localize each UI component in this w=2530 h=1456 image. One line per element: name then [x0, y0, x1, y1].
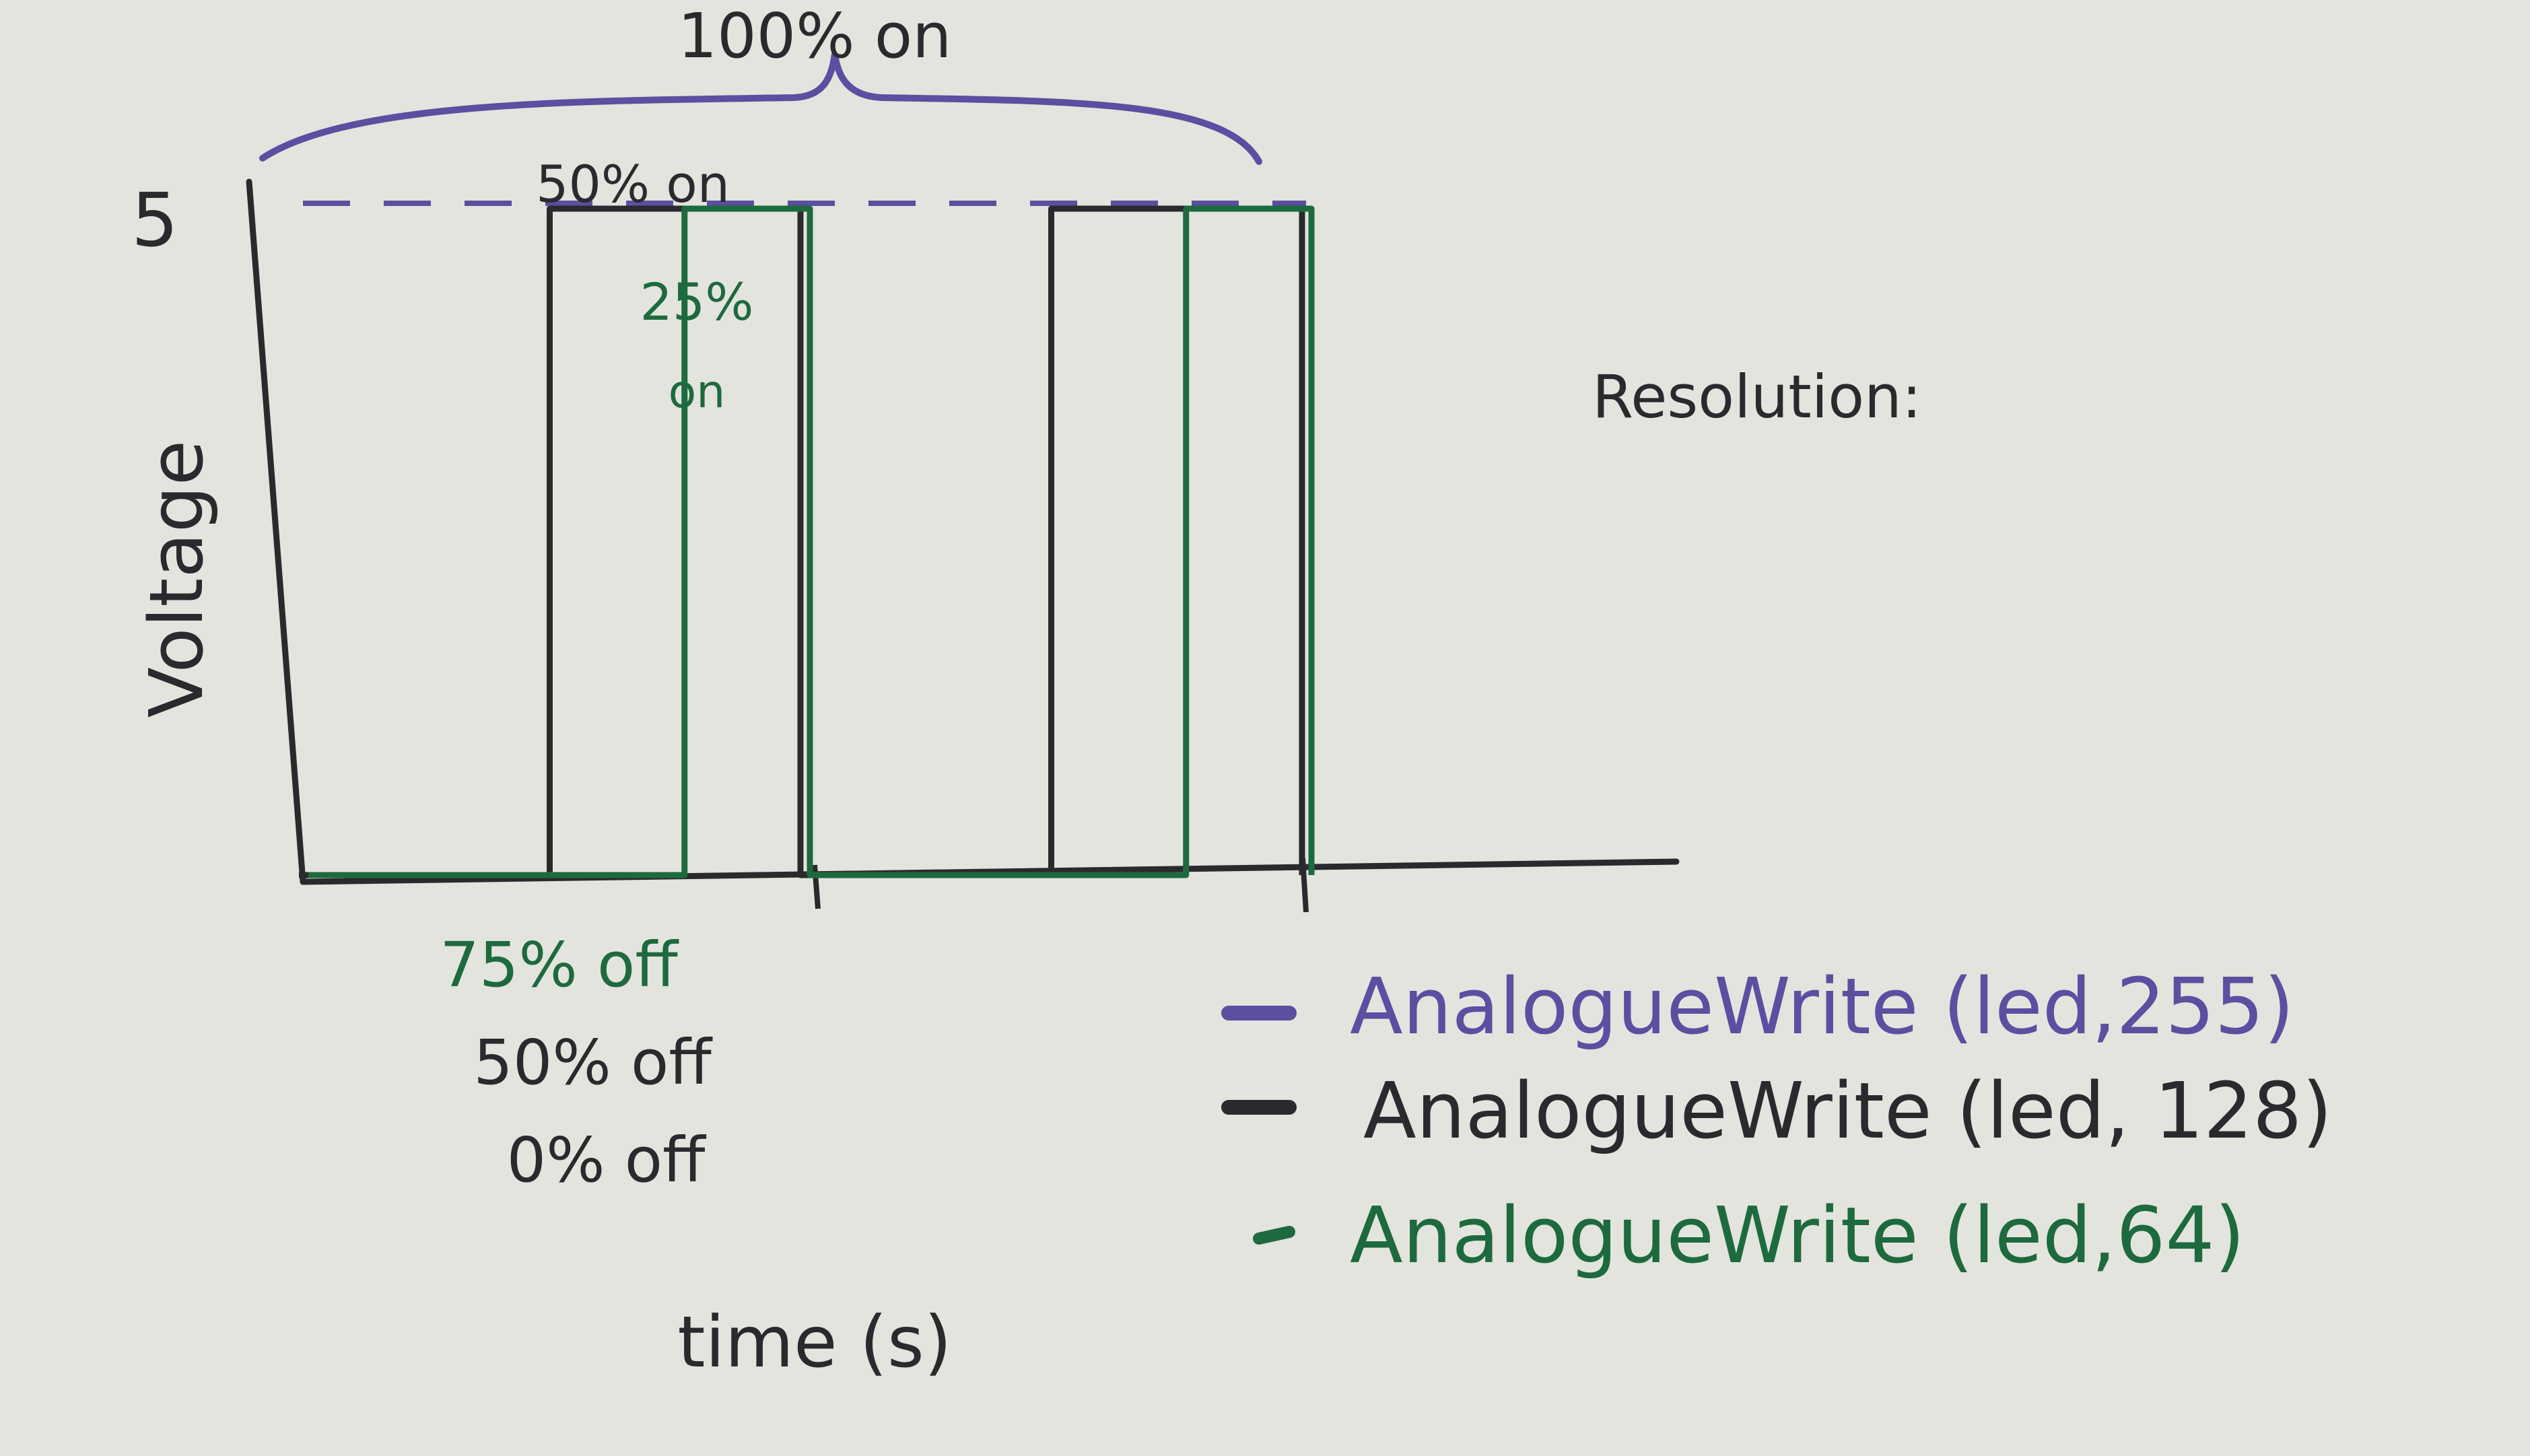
legend-label-255: AnalogueWrite (led,255)	[1350, 962, 2294, 1052]
annotation-scribble: Resolution:	[1592, 362, 1921, 431]
x-axis-label: time (s)	[677, 1301, 951, 1383]
legend: AnalogueWrite (led,255) AnalogueWrite (l…	[1221, 962, 2332, 1281]
annotation-25-on-line1: 25%	[640, 272, 754, 332]
series-line-1	[299, 205, 1305, 878]
legend-swatch-64	[1253, 1226, 1295, 1245]
full-period-brace	[259, 53, 1262, 165]
y-tick-5: 5	[131, 177, 178, 263]
annotation-75-off: 75% off	[440, 929, 679, 1001]
annotation-25-on-line2: on	[669, 366, 726, 419]
annotation-100-on: 100% on	[678, 0, 952, 72]
series-line-2	[308, 205, 1315, 878]
y-axis-label: Voltage	[133, 440, 219, 718]
x-axis	[300, 858, 1680, 885]
legend-label-64: AnalogueWrite (led,64)	[1350, 1191, 2245, 1281]
x-tick-period-1	[812, 864, 821, 909]
series-layer	[299, 201, 1315, 878]
annotation-0-off: 0% off	[507, 1124, 707, 1196]
annotation-50-on: 50% on	[536, 154, 730, 214]
legend-label-128: AnalogueWrite (led, 128)	[1363, 1066, 2332, 1156]
annotation-50-off: 50% off	[473, 1027, 713, 1099]
y-axis	[246, 178, 306, 885]
